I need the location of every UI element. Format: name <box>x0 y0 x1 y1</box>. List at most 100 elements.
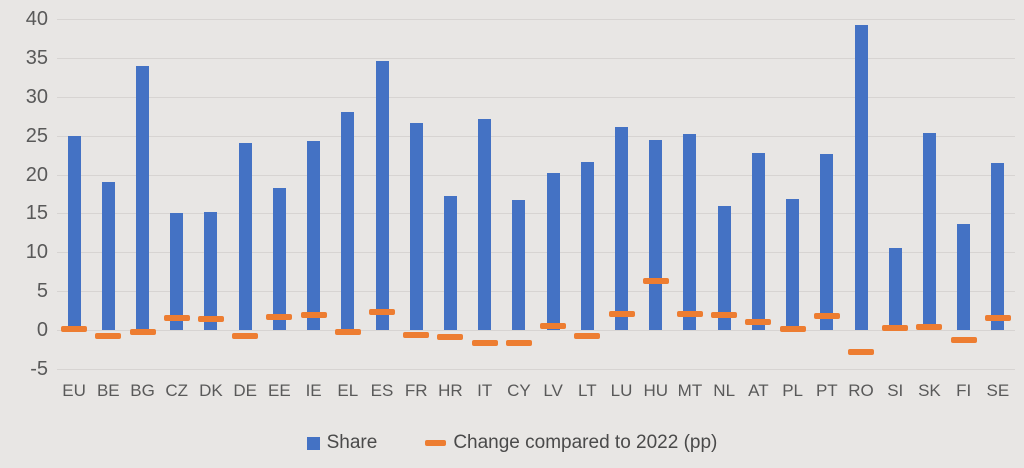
dash-change-BE <box>95 333 122 340</box>
dash-change-CY <box>505 339 532 346</box>
dash-change-CZ <box>163 314 190 321</box>
gridline-5 <box>57 291 1015 293</box>
x-tick-label-HU: HU <box>643 381 669 400</box>
x-tick-label-LV: LV <box>543 381 563 400</box>
dash-change-BG <box>129 328 156 335</box>
bar-share-HU <box>649 139 663 331</box>
gridline-15 <box>57 213 1015 215</box>
x-tick-label-SI: SI <box>887 381 904 400</box>
x-tick-label-EE: EE <box>268 381 291 400</box>
x-tick-label-RO: RO <box>848 381 874 400</box>
x-tick-label-NL: NL <box>713 381 736 400</box>
x-tick-label-SK: SK <box>918 381 941 400</box>
bar-share-SE <box>991 162 1005 331</box>
bar-share-CY <box>512 200 526 331</box>
bar-share-PT <box>820 153 834 331</box>
x-tick-label-IT: IT <box>477 381 493 400</box>
bar-share-HR <box>443 195 457 331</box>
y-tick-label-10: 10 <box>25 241 48 264</box>
x-tick-label-BG: BG <box>130 381 155 400</box>
dash-change-ES <box>369 309 396 316</box>
share-swatch-icon <box>306 436 320 450</box>
bar-share-FI <box>957 223 971 331</box>
gridline--5 <box>57 369 1015 370</box>
y-tick-label-0: 0 <box>36 319 48 342</box>
bar-share-FR <box>409 123 423 331</box>
legend-share-label: Share <box>326 432 378 453</box>
x-tick-label-FI: FI <box>956 381 972 400</box>
y-tick-label-30: 30 <box>25 85 48 108</box>
bar-share-LU <box>615 127 629 331</box>
y-tick-label-5: 5 <box>36 280 48 303</box>
dash-change-DE <box>232 332 259 339</box>
bar-share-SI <box>888 247 902 331</box>
dash-change-PT <box>813 313 840 320</box>
y-tick-label-20: 20 <box>25 163 48 186</box>
x-tick-label-FR: FR <box>404 381 428 400</box>
gridline-10 <box>57 252 1015 254</box>
dash-change-EL <box>334 329 361 336</box>
gridline-40 <box>57 19 1015 20</box>
dash-change-LU <box>608 310 635 317</box>
x-tick-label-EL: EL <box>337 381 359 400</box>
x-tick-label-DK: DK <box>199 381 223 400</box>
bar-share-CZ <box>170 213 184 331</box>
x-tick-label-CZ: CZ <box>165 381 189 400</box>
dash-change-FI <box>950 337 977 344</box>
bar-share-BG <box>136 65 150 331</box>
bar-share-PL <box>786 198 800 331</box>
x-tick-label-PL: PL <box>782 381 803 400</box>
x-tick-label-SE: SE <box>986 381 1010 400</box>
dash-change-LT <box>574 332 601 339</box>
dash-change-RO <box>848 348 875 355</box>
dash-change-EE <box>266 313 293 320</box>
legend-item-change: Change compared to 2022 (pp) <box>425 432 717 454</box>
bar-share-AT <box>751 152 765 331</box>
gridline-30 <box>57 96 1015 98</box>
dash-change-PL <box>779 325 806 332</box>
y-tick-label--5: -5 <box>30 358 48 380</box>
y-tick-label-15: 15 <box>25 202 48 225</box>
bar-share-SK <box>922 132 936 331</box>
x-tick-label-AT: AT <box>748 381 769 400</box>
dash-change-IE <box>300 311 327 318</box>
x-tick-label-EU: EU <box>62 381 86 400</box>
dash-change-DK <box>197 316 224 323</box>
bar-share-RO <box>854 25 868 331</box>
bar-share-BE <box>101 181 115 331</box>
bar-share-EU <box>67 136 81 331</box>
x-tick-label-HR: HR <box>438 381 463 400</box>
x-tick-label-PT: PT <box>815 381 838 400</box>
dash-change-IT <box>471 339 498 346</box>
bar-share-MT <box>683 134 697 331</box>
bar-share-IE <box>307 141 321 331</box>
gridline-25 <box>57 135 1015 137</box>
y-tick-label-25: 25 <box>25 124 48 147</box>
dash-change-HU <box>642 278 669 285</box>
dash-change-AT <box>745 319 772 326</box>
x-tick-label-LU: LU <box>610 381 633 400</box>
bar-share-EL <box>341 111 355 331</box>
x-tick-label-LT: LT <box>578 381 597 400</box>
dash-change-NL <box>711 312 738 319</box>
change-swatch-icon <box>425 440 447 446</box>
x-tick-label-IE: IE <box>305 381 322 400</box>
x-tick-label-ES: ES <box>370 381 394 400</box>
dash-change-LV <box>540 323 567 330</box>
bar-share-IT <box>478 118 492 331</box>
bar-share-LV <box>546 173 560 331</box>
dash-change-SK <box>916 324 943 330</box>
bar-share-DE <box>238 143 252 331</box>
bar-share-LT <box>580 162 594 331</box>
gridline-20 <box>57 174 1015 176</box>
dash-change-EU <box>61 326 88 333</box>
legend-change-label: Change compared to 2022 (pp) <box>453 432 718 453</box>
dash-change-HR <box>437 334 464 341</box>
x-tick-label-CY: CY <box>507 381 531 400</box>
y-tick-label-40: 40 <box>25 8 48 30</box>
dash-change-FR <box>403 331 430 338</box>
legend: Share Change compared to 2022 (pp) <box>0 432 1024 454</box>
x-tick-label-DE: DE <box>233 381 257 400</box>
dash-change-MT <box>676 310 703 317</box>
